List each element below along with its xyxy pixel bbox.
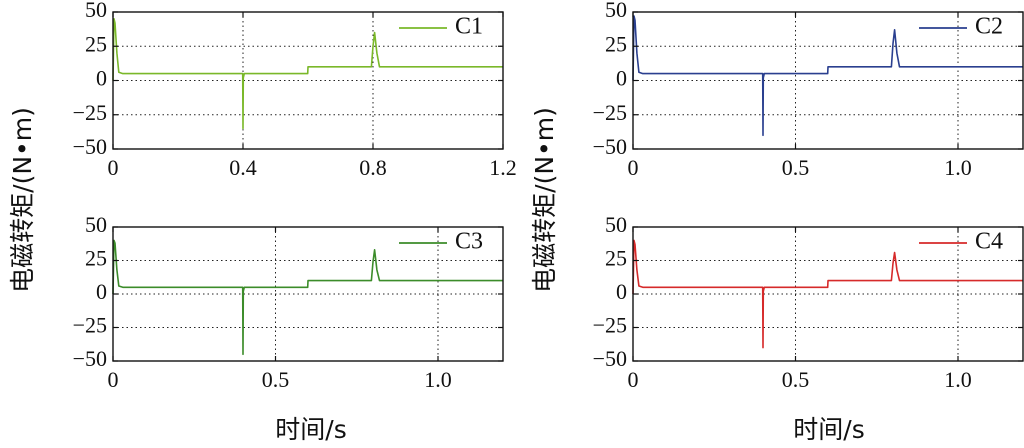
y-axis-label-left: 电磁转矩/(N•m) [8,107,37,293]
series-line-c4 [632,239,1023,349]
x-tick-label: 1.0 [944,367,972,392]
x-tick-label: 0.4 [229,155,257,180]
y-tick-label: 50 [605,212,627,237]
x-tick-label: 0 [628,155,639,180]
y-tick-label: 0 [96,66,107,91]
x-tick-label: 1.0 [944,155,972,180]
y-tick-label: −50 [593,134,627,159]
y-tick-label: 25 [85,31,107,56]
y-tick-label: 0 [616,66,627,91]
y-tick-label: 50 [85,212,107,237]
y-tick-label: 25 [85,246,107,271]
series-line-c2 [632,15,1023,137]
x-tick-label: 0.5 [262,367,290,392]
legend-label: C1 [455,14,483,40]
y-tick-label: 25 [605,246,627,271]
x-axis-label-left: 时间/s [275,415,346,444]
y-tick-label: 50 [605,0,627,22]
y-tick-label: −25 [73,313,107,338]
y-tick-label: −50 [73,134,107,159]
y-tick-label: −25 [73,100,107,125]
x-tick-label: 0.5 [782,367,810,392]
series-line-c1 [112,17,503,130]
y-tick-label: −25 [593,100,627,125]
y-tick-label: 0 [96,279,107,304]
x-tick-label: 0.5 [782,155,810,180]
y-tick-label: −50 [73,346,107,371]
y-axis-label-right: 电磁转矩/(N•m) [530,107,559,293]
x-tick-label: 1.2 [489,155,517,180]
y-tick-label: −25 [593,313,627,338]
x-tick-label: 0 [108,155,119,180]
legend-label: C3 [455,229,483,255]
x-tick-label: 0 [628,367,639,392]
x-tick-label: 1.0 [424,367,452,392]
legend-label: C4 [975,229,1003,255]
x-tick-label: 0 [108,367,119,392]
x-tick-label: 0.8 [359,155,387,180]
y-tick-label: −50 [593,346,627,371]
y-tick-label: 25 [605,31,627,56]
y-tick-label: 0 [616,279,627,304]
x-axis-label-right: 时间/s [793,415,864,444]
series-line-c3 [112,239,503,356]
y-tick-label: 50 [85,0,107,22]
legend-label: C2 [975,14,1003,40]
